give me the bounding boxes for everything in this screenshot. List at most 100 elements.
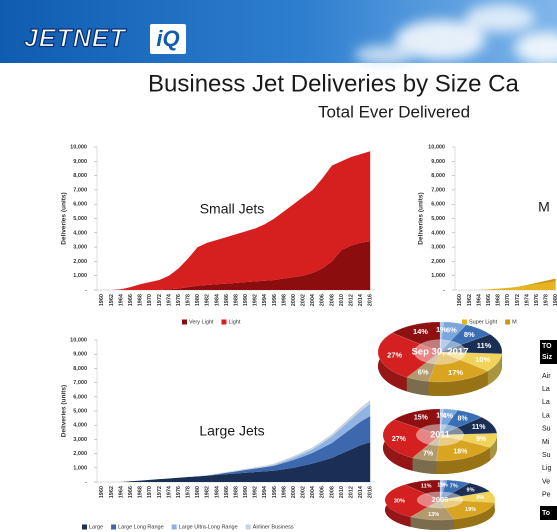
x-tick-label: 1970 (147, 294, 153, 306)
x-tick-label: 2016 (368, 486, 374, 498)
x-tick-label: 1992 (253, 486, 259, 498)
y-tick-label: 7,000 (73, 380, 87, 386)
x-tick-label: 1970 (147, 486, 153, 498)
pie-value-label: 6% (446, 325, 457, 334)
x-tick-label: 2000 (291, 486, 297, 498)
x-tick-label: 1990 (243, 294, 249, 306)
table-row-label: Su (542, 452, 551, 459)
pie-slice (439, 351, 503, 372)
x-tick-label: 2002 (301, 294, 307, 306)
pie-slice (439, 499, 495, 520)
y-tick-label: - (85, 287, 87, 293)
pie-slice-wall (453, 502, 495, 530)
x-tick-label: 1986 (224, 486, 230, 498)
pie-slice (439, 433, 498, 448)
pie-slice-wall (412, 457, 437, 474)
pie-slice (393, 408, 441, 436)
legend-swatch (505, 319, 511, 325)
x-tick-label: 2004 (310, 293, 316, 306)
y-tick-label: 5,000 (431, 216, 445, 222)
legend-swatch (182, 319, 187, 325)
x-tick-label: 2008 (329, 486, 335, 498)
x-tick-label: 1996 (272, 294, 278, 306)
pie-slice (439, 416, 498, 436)
pie-value-label: 11% (421, 484, 432, 490)
pie-value-label: 27% (392, 436, 407, 443)
pie-slice (439, 334, 503, 355)
legend-label: Large (89, 524, 103, 530)
pie-value-label: 8% (464, 330, 475, 339)
pie-value-label: 19% (465, 507, 476, 513)
table-total: To (542, 510, 550, 517)
x-tick-label: 1986 (224, 294, 230, 306)
pie-slice-wall (410, 516, 454, 530)
x-tick-label: 1968 (138, 294, 144, 306)
pie-value-label: 9% (476, 495, 484, 501)
pie-value-label: 17% (448, 368, 463, 377)
logo-badge: iQ (156, 26, 179, 51)
legend-label: Airliner Business (253, 524, 294, 530)
pie-center-halo (416, 424, 464, 446)
x-tick-label: 1978 (544, 294, 550, 306)
pie-value-label: 18% (453, 449, 468, 456)
pie-value-label: 11% (477, 341, 492, 350)
pie-slice (439, 479, 444, 501)
pie-slice (384, 484, 441, 518)
pie-slice (439, 324, 491, 353)
pie-slice (439, 482, 491, 501)
pie-title: 2006 (432, 495, 449, 504)
x-tick-label: 2006 (320, 486, 326, 498)
table-row-label: La (542, 412, 550, 419)
legend-swatch (171, 524, 177, 530)
x-tick-label: 1972 (515, 294, 521, 306)
x-tick-label: 1978 (186, 486, 192, 498)
area (459, 278, 556, 290)
pie-slice (377, 332, 441, 378)
x-tick-label: 2012 (348, 486, 354, 498)
y-tick-label: 3,000 (73, 437, 87, 443)
y-tick-label: 1,000 (73, 465, 87, 471)
y-tick-label: - (85, 479, 87, 485)
x-tick-label: 2010 (339, 294, 345, 306)
pie-value-label: 9% (467, 488, 475, 494)
pie-value-label: 30% (394, 498, 405, 504)
slide-title: Business Jet Deliveries by Size Ca (148, 70, 519, 97)
pie-slice (412, 434, 441, 462)
table-header: TO (542, 343, 552, 350)
area (101, 442, 371, 482)
table-row-label: La (542, 386, 550, 393)
y-tick-label: 9,000 (431, 159, 445, 165)
y-tick-label: 10,000 (70, 144, 87, 150)
pie-slice-wall (489, 433, 497, 461)
pie-slice (439, 479, 471, 501)
x-tick-label: 1964 (118, 485, 124, 498)
y-tick-label: 2,000 (73, 259, 87, 265)
x-tick-label: 1994 (262, 293, 268, 306)
y-tick-label: 4,000 (73, 423, 87, 429)
x-tick-label: 1978 (186, 294, 192, 306)
area (101, 241, 371, 290)
x-tick-label: 1964 (118, 293, 124, 306)
x-tick-label: 1988 (233, 294, 239, 306)
pie-value-label: 11% (472, 424, 486, 431)
x-tick-label: 1980 (195, 294, 201, 306)
table-header-bg (540, 340, 557, 364)
x-tick-label: 2010 (339, 486, 345, 498)
x-tick-label: 1974 (524, 293, 530, 306)
x-tick-label: 2012 (348, 294, 354, 306)
pie-value-label: 9% (476, 436, 487, 443)
pie-center-halo (413, 339, 467, 365)
clouds (355, 4, 557, 65)
pie-slice-wall (487, 353, 502, 386)
pie-slice (439, 410, 483, 436)
x-tick-label: 1976 (176, 294, 182, 306)
pie-slice (436, 434, 491, 462)
x-tick-label: 1974 (166, 485, 172, 498)
chart-title: M (538, 199, 550, 215)
chart-title: Small Jets (200, 201, 265, 217)
pie-value-label: 1% (436, 325, 447, 334)
x-tick-label: 1994 (262, 485, 268, 498)
y-tick-label: 4,000 (73, 230, 87, 236)
x-tick-label: 1970 (505, 294, 511, 306)
pie-value-label: 4% (443, 413, 454, 420)
